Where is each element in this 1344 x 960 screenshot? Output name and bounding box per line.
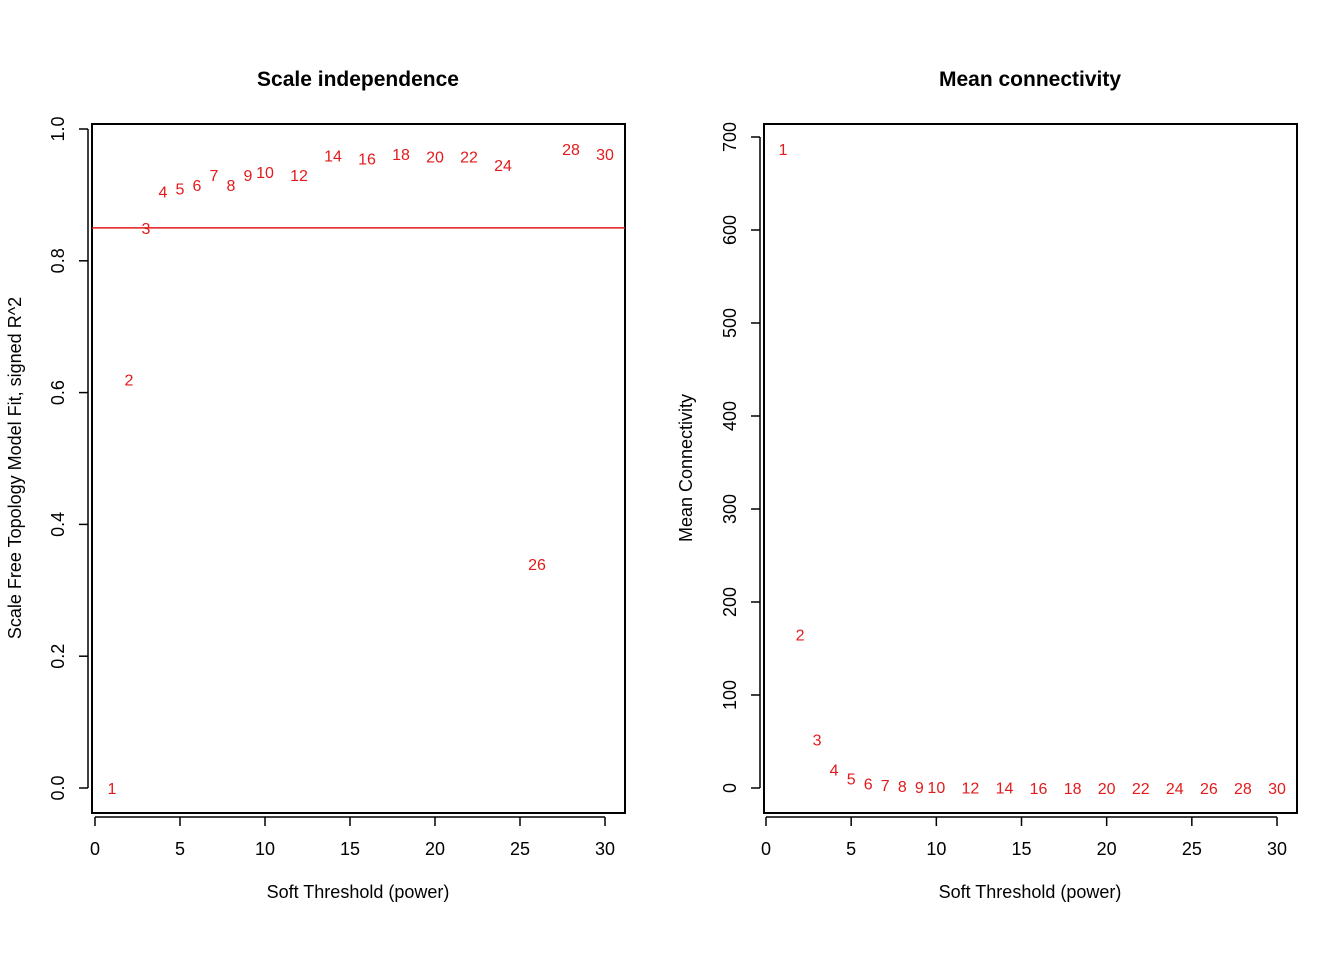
x-tick-label: 0: [90, 839, 100, 859]
data-point-label: 24: [494, 158, 512, 175]
data-point-label: 8: [227, 178, 236, 195]
data-point-label: 28: [1234, 781, 1252, 798]
x-tick-label: 0: [761, 839, 771, 859]
data-point-label: 28: [562, 142, 580, 159]
scale-independence-panel: Scale independence Soft Threshold (power…: [5, 68, 626, 902]
data-point-label: 1: [779, 142, 788, 159]
data-point-label: 1: [108, 781, 117, 798]
data-point-label: 8: [898, 779, 907, 796]
chart-title: Mean connectivity: [939, 68, 1121, 91]
data-point-label: 6: [193, 178, 202, 195]
data-point-label: 4: [830, 762, 839, 779]
x-axis-label: Soft Threshold (power): [939, 882, 1122, 902]
mean-connectivity-panel: Mean connectivity Soft Threshold (power)…: [676, 68, 1298, 902]
x-tick-label: 25: [1182, 839, 1202, 859]
y-tick-label: 600: [720, 215, 740, 245]
x-tick-label: 30: [595, 839, 615, 859]
data-point-label: 2: [796, 628, 805, 645]
data-point-label: 5: [847, 772, 856, 789]
data-point-label: 9: [915, 780, 924, 797]
y-tick-label: 0.2: [48, 644, 68, 669]
data-point-label: 16: [358, 152, 376, 169]
plot-frame: [91, 123, 626, 814]
data-point-label: 4: [159, 185, 168, 202]
data-point-label: 3: [142, 221, 151, 238]
y-tick-label: 300: [720, 494, 740, 524]
data-point-label: 18: [1064, 781, 1082, 798]
y-tick-label: 0.4: [48, 512, 68, 537]
chart-title: Scale independence: [257, 68, 459, 91]
y-tick-label: 700: [720, 122, 740, 152]
data-point-label: 26: [1200, 781, 1218, 798]
data-point-label: 3: [813, 733, 822, 750]
x-tick-label: 5: [175, 839, 185, 859]
data-point-label: 30: [596, 147, 614, 164]
data-point-label: 5: [176, 181, 185, 198]
y-tick-label: 0.0: [48, 775, 68, 800]
data-point-label: 20: [1098, 781, 1116, 798]
y-tick-label: 0.8: [48, 248, 68, 273]
y-axis-label: Mean Connectivity: [676, 394, 696, 542]
data-point-label: 22: [460, 150, 478, 167]
x-axis-label: Soft Threshold (power): [267, 882, 450, 902]
data-point-label: 22: [1132, 781, 1150, 798]
x-tick-label: 30: [1267, 839, 1287, 859]
data-point-label: 30: [1268, 781, 1286, 798]
y-tick-label: 0.6: [48, 380, 68, 405]
data-point-label: 14: [324, 148, 342, 165]
x-tick-label: 10: [255, 839, 275, 859]
data-point-label: 10: [256, 165, 274, 182]
plot-frame: [763, 123, 1298, 814]
data-point-label: 9: [244, 168, 253, 185]
y-axis-label: Scale Free Topology Model Fit, signed R^…: [5, 297, 25, 639]
data-point-label: 26: [528, 557, 546, 574]
data-point-label: 12: [962, 781, 980, 798]
y-tick-label: 400: [720, 401, 740, 431]
data-point-label: 18: [392, 147, 410, 164]
y-tick-label: 1.0: [48, 116, 68, 141]
x-tick-label: 15: [1011, 839, 1031, 859]
data-point-label: 7: [210, 168, 219, 185]
data-point-label: 16: [1030, 781, 1048, 798]
data-point-label: 10: [927, 780, 945, 797]
y-tick-label: 0: [720, 783, 740, 793]
y-tick-label: 100: [720, 680, 740, 710]
data-point-label: 20: [426, 150, 444, 167]
data-point-label: 7: [881, 778, 890, 795]
x-tick-label: 20: [425, 839, 445, 859]
x-tick-label: 5: [846, 839, 856, 859]
data-point-label: 6: [864, 776, 873, 793]
x-tick-label: 20: [1097, 839, 1117, 859]
x-tick-label: 25: [510, 839, 530, 859]
data-point-label: 14: [996, 781, 1014, 798]
data-point-label: 24: [1166, 781, 1184, 798]
y-tick-label: 500: [720, 308, 740, 338]
data-point-label: 12: [290, 168, 308, 185]
x-tick-label: 10: [926, 839, 946, 859]
y-tick-label: 200: [720, 587, 740, 617]
x-tick-label: 15: [340, 839, 360, 859]
data-point-label: 2: [125, 372, 134, 389]
